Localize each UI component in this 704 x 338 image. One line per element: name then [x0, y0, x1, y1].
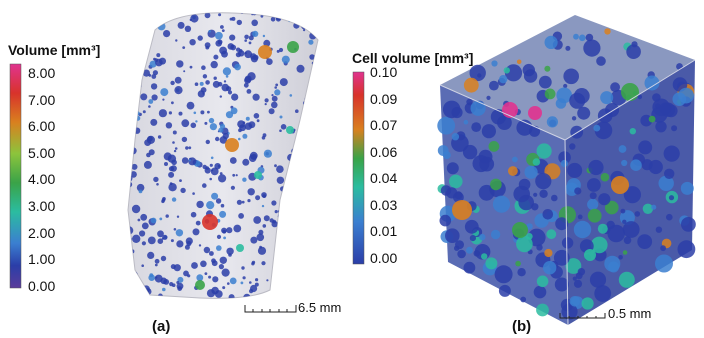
legend-b-tick: 0.03: [370, 196, 398, 213]
colorbar-a: [9, 63, 22, 289]
colorbar-b: [352, 71, 365, 265]
legend-a-tick: 5.00: [28, 144, 56, 161]
legend-a-tick: 4.00: [28, 171, 56, 188]
legend-title-b: Cell volume [mm³]: [352, 50, 474, 66]
legend-b-tick: 0.07: [370, 117, 398, 133]
legend-a-tick: 1.00: [28, 251, 56, 268]
panel-label-b: (b): [512, 318, 532, 335]
foam-sample-a: [127, 12, 319, 299]
legend-a-tick: 7.00: [28, 91, 56, 108]
legend-b-tick: 0.00: [370, 249, 398, 266]
scale-bar-a: [244, 305, 297, 313]
legend-b-tick: 0.09: [370, 90, 398, 107]
legend-b-tick: 0.10: [370, 64, 398, 80]
legend-a-tick: 3.00: [28, 198, 56, 214]
legend-a-tick: 6.00: [28, 118, 56, 135]
legend-b-tick: 0.04: [370, 170, 398, 186]
scale-label-a: 6.5 mm: [298, 300, 342, 315]
scale-label-b: 0.5 mm: [608, 306, 652, 321]
legend-a-tick: 2.00: [28, 224, 56, 241]
legend-title-a: Volume [mm³]: [8, 42, 101, 58]
legend-a-tick: 8.00: [28, 65, 56, 81]
foam-cube-b: [437, 15, 696, 326]
legend-b-tick: 0.01: [370, 223, 398, 239]
scale-bar-b: [559, 313, 606, 319]
legend-a-tick: 0.00: [28, 277, 56, 294]
panel-label-a: (a): [152, 318, 171, 335]
legend-b-tick: 0.06: [370, 143, 398, 160]
